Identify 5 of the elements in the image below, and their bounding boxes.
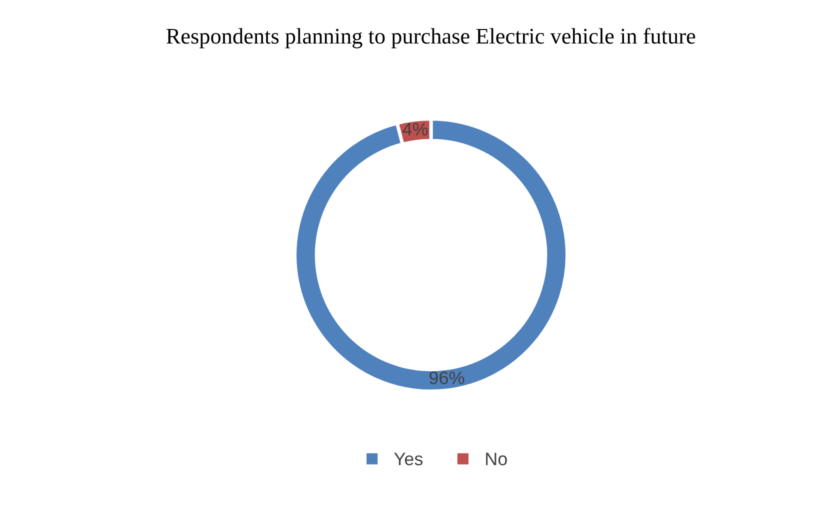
legend-label: No [486, 452, 507, 466]
legend-label: Yes [394, 452, 423, 466]
data-label: 96% [430, 371, 464, 384]
data-label: 4% [402, 122, 428, 136]
chart-title: Respondents planning to purchase Electric vehicle in future [166, 28, 696, 48]
